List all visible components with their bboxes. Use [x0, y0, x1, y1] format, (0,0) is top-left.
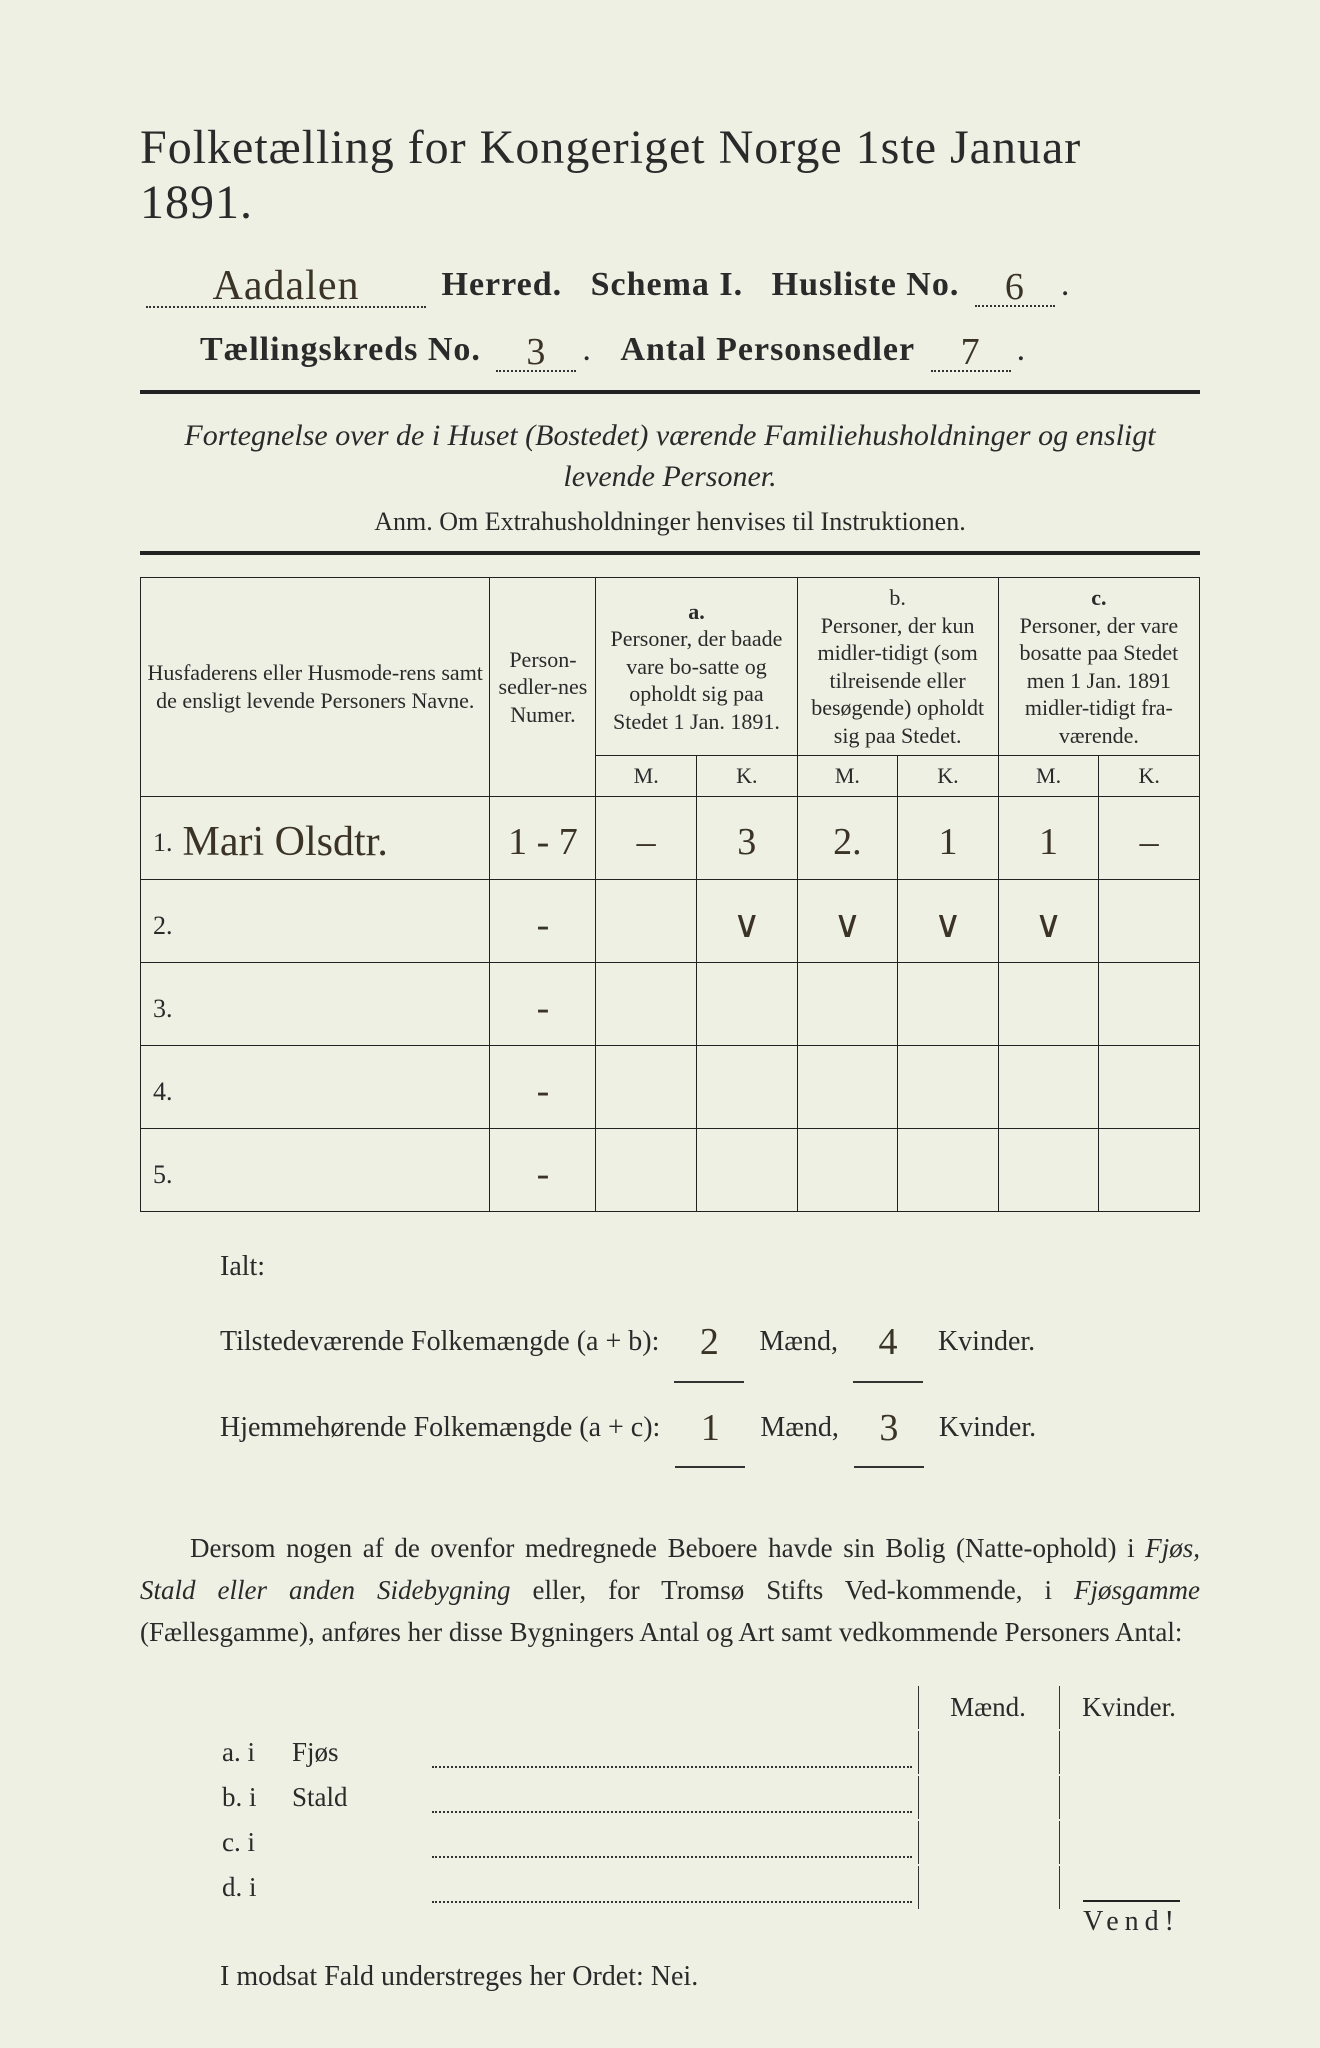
kvinder-label-2: Kvinder.: [939, 1412, 1036, 1443]
totals-line1-m: 2: [700, 1321, 719, 1363]
col-a-m: M.: [596, 756, 697, 797]
page-title: Folketælling for Kongeriget Norge 1ste J…: [140, 120, 1200, 230]
divider-2: [140, 551, 1200, 555]
kvinder-label: Kvinder.: [938, 1326, 1035, 1357]
nei-text: I modsat Fald understreges her Ordet: Ne…: [220, 1961, 698, 1992]
totals-block: Ialt: Tilstedeværende Folkemængde (a + b…: [220, 1236, 1200, 1469]
para-em2: Fjøsgamme: [1074, 1575, 1200, 1605]
side-list-row: a. iFjøs: [142, 1731, 1198, 1774]
herred-value: Aadalen: [213, 263, 360, 309]
col-c-k: K.: [1099, 756, 1200, 797]
nei-line: I modsat Fald understreges her Ordet: Ne…: [140, 1961, 1200, 1993]
table-row: 1.Mari Olsdtr.1 - 7–32.11–: [141, 796, 1200, 879]
totals-line2-k: 3: [879, 1407, 898, 1449]
anm-note: Anm. Om Extrahusholdninger henvises til …: [140, 507, 1200, 537]
side-list-row: b. iStald: [142, 1776, 1198, 1819]
side-building-list: Mænd. Kvinder. a. iFjøsb. iStaldc. id. i: [140, 1684, 1200, 1911]
header-line-2: Aadalen Herred. Schema I. Husliste No. 6…: [140, 258, 1200, 308]
subtitle-line-2: levende Personer.: [563, 460, 776, 493]
totals-line-2: Hjemmehørende Folkemængde (a + c): 1 Mæn…: [220, 1383, 1200, 1469]
col-c-text: Personer, der vare bosatte paa Stedet me…: [1019, 613, 1178, 748]
side-maend-header: Mænd.: [918, 1686, 1057, 1729]
divider: [140, 390, 1200, 394]
census-form-page: Folketælling for Kongeriget Norge 1ste J…: [0, 0, 1320, 2048]
col-a-k: K.: [696, 756, 797, 797]
totals-line2-label: Hjemmehørende Folkemængde (a + c):: [220, 1412, 660, 1443]
schema-label: Schema I.: [591, 266, 744, 303]
col-c-head: c. Personer, der vare bosatte paa Stedet…: [998, 578, 1199, 756]
ialt-label: Ialt:: [220, 1236, 1200, 1298]
col-numer-header: Person-sedler-nes Numer.: [490, 578, 596, 797]
census-table: Husfaderens eller Husmode-rens samt de e…: [140, 577, 1200, 1212]
col-names-header: Husfaderens eller Husmode-rens samt de e…: [141, 578, 490, 797]
maend-label-2: Mænd,: [760, 1412, 839, 1443]
herred-label: Herred.: [442, 266, 563, 303]
kreds-value: 3: [526, 331, 546, 373]
table-row: 2.-∨∨∨∨: [141, 879, 1200, 962]
col-c-letter: c.: [1091, 585, 1106, 610]
col-b-head: b. Personer, der kun midler-tidigt (som …: [797, 578, 998, 756]
subtitle: Fortegnelse over de i Huset (Bostedet) v…: [140, 416, 1200, 497]
col-a-text: Personer, der baade vare bo-satte og oph…: [610, 626, 782, 734]
side-list-row: c. i: [142, 1821, 1198, 1864]
col-b-m: M.: [797, 756, 898, 797]
col-b-letter: b.: [889, 585, 906, 610]
header-line-3: Tællingskreds No. 3. Antal Personsedler …: [140, 326, 1200, 372]
table-row: 5.-: [141, 1128, 1200, 1211]
col-a-head: a. Personer, der baade vare bo-satte og …: [596, 578, 797, 756]
totals-line2-m: 1: [701, 1407, 720, 1449]
totals-line1-k: 4: [878, 1321, 897, 1363]
side-building-paragraph: Dersom nogen af de ovenfor medregnede Be…: [140, 1528, 1200, 1654]
para-t3: (Fællesgamme), anføres her disse Bygning…: [140, 1617, 1182, 1647]
side-list-row: d. i: [142, 1866, 1198, 1909]
para-t2: eller, for Tromsø Stifts Ved-kommende, i: [511, 1575, 1075, 1605]
col-b-k: K.: [898, 756, 999, 797]
antal-label: Antal Personsedler: [620, 331, 915, 368]
husliste-label: Husliste No.: [772, 266, 960, 303]
table-row: 4.-: [141, 1045, 1200, 1128]
husliste-value: 6: [1005, 266, 1025, 308]
subtitle-line-1: Fortegnelse over de i Huset (Bostedet) v…: [184, 419, 1155, 452]
col-a-letter: a.: [688, 599, 705, 624]
totals-line-1: Tilstedeværende Folkemængde (a + b): 2 M…: [220, 1297, 1200, 1383]
col-c-m: M.: [998, 756, 1099, 797]
kreds-label: Tællingskreds No.: [200, 331, 481, 368]
vend-label: Vend!: [1083, 1900, 1180, 1938]
col-b-text: Personer, der kun midler-tidigt (som til…: [811, 613, 984, 748]
side-kvinder-header: Kvinder.: [1059, 1686, 1198, 1729]
maend-label: Mænd,: [759, 1326, 838, 1357]
antal-value: 7: [961, 331, 981, 373]
para-t1: Dersom nogen af de ovenfor medregnede Be…: [190, 1533, 1145, 1563]
table-row: 3.-: [141, 962, 1200, 1045]
totals-line1-label: Tilstedeværende Folkemængde (a + b):: [220, 1326, 659, 1357]
